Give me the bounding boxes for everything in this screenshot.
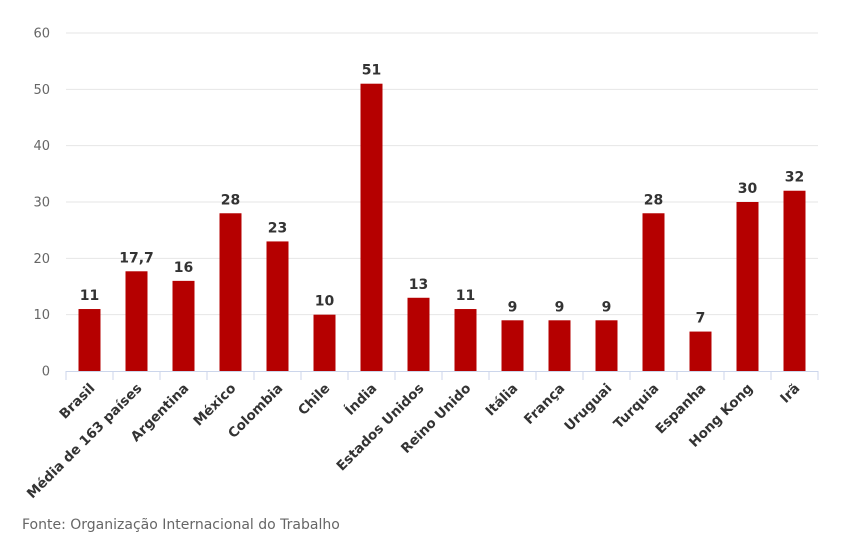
data-label: 10 bbox=[315, 294, 335, 310]
data-label: 7 bbox=[696, 311, 706, 327]
source-note: Fonte: Organização Internacional do Trab… bbox=[22, 517, 340, 533]
bar bbox=[78, 309, 101, 371]
bar bbox=[689, 331, 712, 371]
bar bbox=[642, 213, 665, 371]
x-tick-label: Brasil bbox=[56, 381, 98, 423]
x-tick-label: Índia bbox=[341, 380, 380, 419]
data-label: 13 bbox=[409, 277, 428, 293]
data-label: 51 bbox=[362, 63, 381, 79]
bar bbox=[219, 213, 242, 371]
data-label: 30 bbox=[738, 181, 758, 197]
bar bbox=[501, 320, 524, 371]
data-label: 23 bbox=[268, 220, 287, 236]
bar bbox=[454, 309, 477, 371]
bar bbox=[360, 83, 383, 371]
bar bbox=[407, 297, 430, 371]
data-label: 16 bbox=[174, 260, 193, 276]
bar bbox=[313, 314, 336, 371]
x-tick-label: Estados Unidos bbox=[334, 381, 428, 475]
data-label: 9 bbox=[602, 299, 612, 315]
bar bbox=[172, 280, 195, 371]
bar bbox=[595, 320, 618, 371]
bar bbox=[548, 320, 571, 371]
x-tick-label: Irã bbox=[777, 381, 803, 407]
x-tick-label: Chile bbox=[295, 381, 333, 419]
x-tick-label: França bbox=[521, 381, 568, 428]
data-label: 32 bbox=[785, 170, 804, 186]
y-tick-label: 20 bbox=[33, 252, 50, 267]
data-label: 28 bbox=[221, 192, 240, 208]
data-label: 28 bbox=[644, 192, 663, 208]
y-tick-label: 10 bbox=[33, 308, 50, 323]
bar bbox=[125, 271, 148, 371]
data-label: 11 bbox=[456, 288, 475, 304]
x-tick-label: México bbox=[190, 381, 239, 430]
bar bbox=[783, 190, 806, 371]
y-tick-label: 60 bbox=[33, 27, 50, 42]
x-tick-label: Itália bbox=[482, 381, 521, 420]
y-tick-label: 50 bbox=[33, 83, 50, 98]
data-label: 9 bbox=[508, 299, 518, 315]
bar bbox=[266, 241, 289, 371]
y-tick-label: 30 bbox=[33, 196, 50, 211]
data-label: 17,7 bbox=[119, 250, 154, 266]
bar bbox=[736, 202, 759, 371]
y-tick-label: 0 bbox=[42, 365, 50, 380]
y-tick-label: 40 bbox=[33, 139, 50, 154]
data-label: 11 bbox=[80, 288, 99, 304]
x-tick-label: Uruguai bbox=[561, 381, 615, 435]
data-label: 9 bbox=[555, 299, 565, 315]
